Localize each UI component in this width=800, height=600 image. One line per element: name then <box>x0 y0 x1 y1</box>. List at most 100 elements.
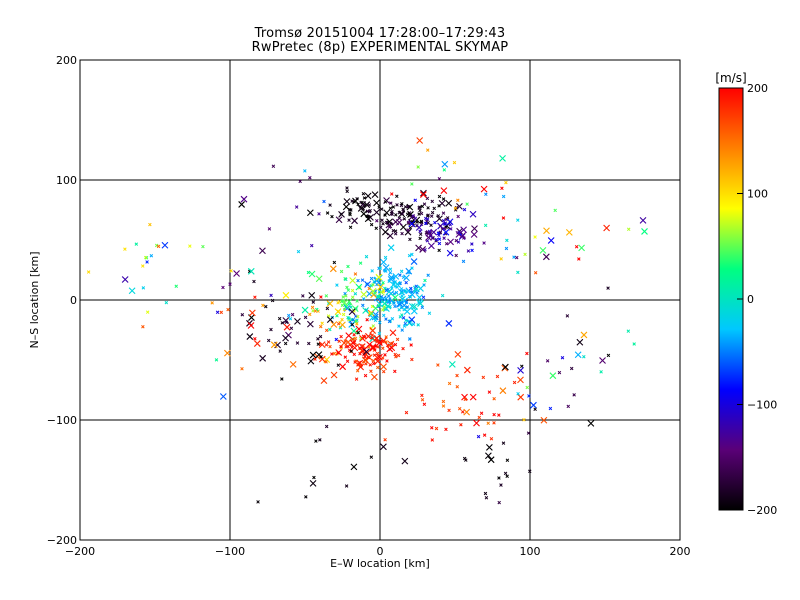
data-point <box>261 303 265 308</box>
data-point <box>393 304 397 309</box>
data-point <box>289 326 294 331</box>
data-point <box>606 286 610 290</box>
data-point <box>482 241 486 245</box>
data-point <box>516 270 520 275</box>
data-point <box>525 385 529 390</box>
data-point <box>369 455 374 459</box>
data-point <box>371 282 375 287</box>
data-point <box>294 205 299 209</box>
data-point <box>400 202 404 206</box>
data-point <box>411 220 415 224</box>
data-point <box>587 419 595 427</box>
data-point <box>143 255 148 260</box>
data-point <box>417 285 424 292</box>
data-point <box>339 363 347 371</box>
data-point <box>553 208 557 213</box>
data-point <box>381 221 385 226</box>
data-point <box>310 305 315 310</box>
data-point <box>350 199 354 203</box>
data-point <box>348 211 352 215</box>
data-point <box>246 333 254 340</box>
data-point <box>396 300 403 308</box>
data-point <box>401 207 405 212</box>
data-point <box>392 301 396 306</box>
data-point <box>316 337 320 341</box>
data-point <box>499 483 503 487</box>
data-point <box>149 253 154 258</box>
data-point <box>394 354 398 359</box>
data-point <box>459 422 463 427</box>
data-point <box>288 316 293 321</box>
data-point <box>145 310 150 314</box>
data-point <box>256 500 260 504</box>
data-point <box>423 221 428 226</box>
data-point <box>543 227 550 235</box>
data-point <box>547 237 555 244</box>
data-point <box>398 273 402 277</box>
data-point <box>380 218 384 222</box>
data-point <box>383 268 387 273</box>
data-point <box>365 209 370 213</box>
data-point <box>455 373 459 378</box>
data-point <box>346 264 350 269</box>
data-point <box>298 179 302 184</box>
data-point <box>345 285 349 290</box>
data-point <box>367 286 371 291</box>
data-point <box>309 243 314 248</box>
data-point <box>445 320 453 327</box>
data-point <box>549 372 557 380</box>
data-point <box>492 396 496 401</box>
data-point <box>499 155 506 162</box>
data-point <box>295 341 300 345</box>
data-point <box>453 206 458 210</box>
data-point <box>469 393 477 401</box>
data-point <box>397 216 402 221</box>
data-point <box>462 456 467 461</box>
data-point <box>355 299 359 303</box>
data-point <box>407 220 411 225</box>
data-point <box>233 270 240 277</box>
data-point <box>492 412 496 417</box>
data-point <box>404 280 408 285</box>
data-point <box>454 238 459 243</box>
y-tick-label: 200 <box>56 54 77 67</box>
data-point <box>335 216 343 224</box>
data-point <box>408 295 413 299</box>
data-point <box>449 227 453 231</box>
data-point <box>383 213 387 217</box>
data-point <box>440 187 448 195</box>
data-point <box>360 200 364 205</box>
data-point <box>386 294 391 298</box>
data-point <box>389 201 393 205</box>
data-point <box>382 228 389 236</box>
data-point <box>434 426 439 431</box>
data-point <box>357 360 361 365</box>
data-point <box>502 363 509 371</box>
data-point <box>238 201 246 208</box>
data-point <box>385 359 389 363</box>
data-point <box>294 317 301 325</box>
data-point <box>350 288 355 293</box>
data-point <box>626 227 631 232</box>
data-point <box>354 319 359 324</box>
data-point <box>574 245 579 249</box>
data-point <box>308 270 316 278</box>
data-point <box>405 319 413 327</box>
data-point <box>548 406 553 411</box>
data-point <box>383 209 391 217</box>
data-point <box>410 357 414 362</box>
data-point <box>413 198 417 203</box>
data-point <box>214 358 219 362</box>
data-point <box>533 235 537 239</box>
data-point <box>427 311 432 315</box>
data-point <box>369 344 377 352</box>
data-point <box>437 237 442 241</box>
data-point <box>395 218 403 226</box>
data-point <box>384 335 388 339</box>
data-point <box>418 208 422 213</box>
data-point <box>416 294 423 301</box>
data-point <box>339 212 343 216</box>
data-point <box>352 340 357 345</box>
data-point <box>425 219 429 224</box>
